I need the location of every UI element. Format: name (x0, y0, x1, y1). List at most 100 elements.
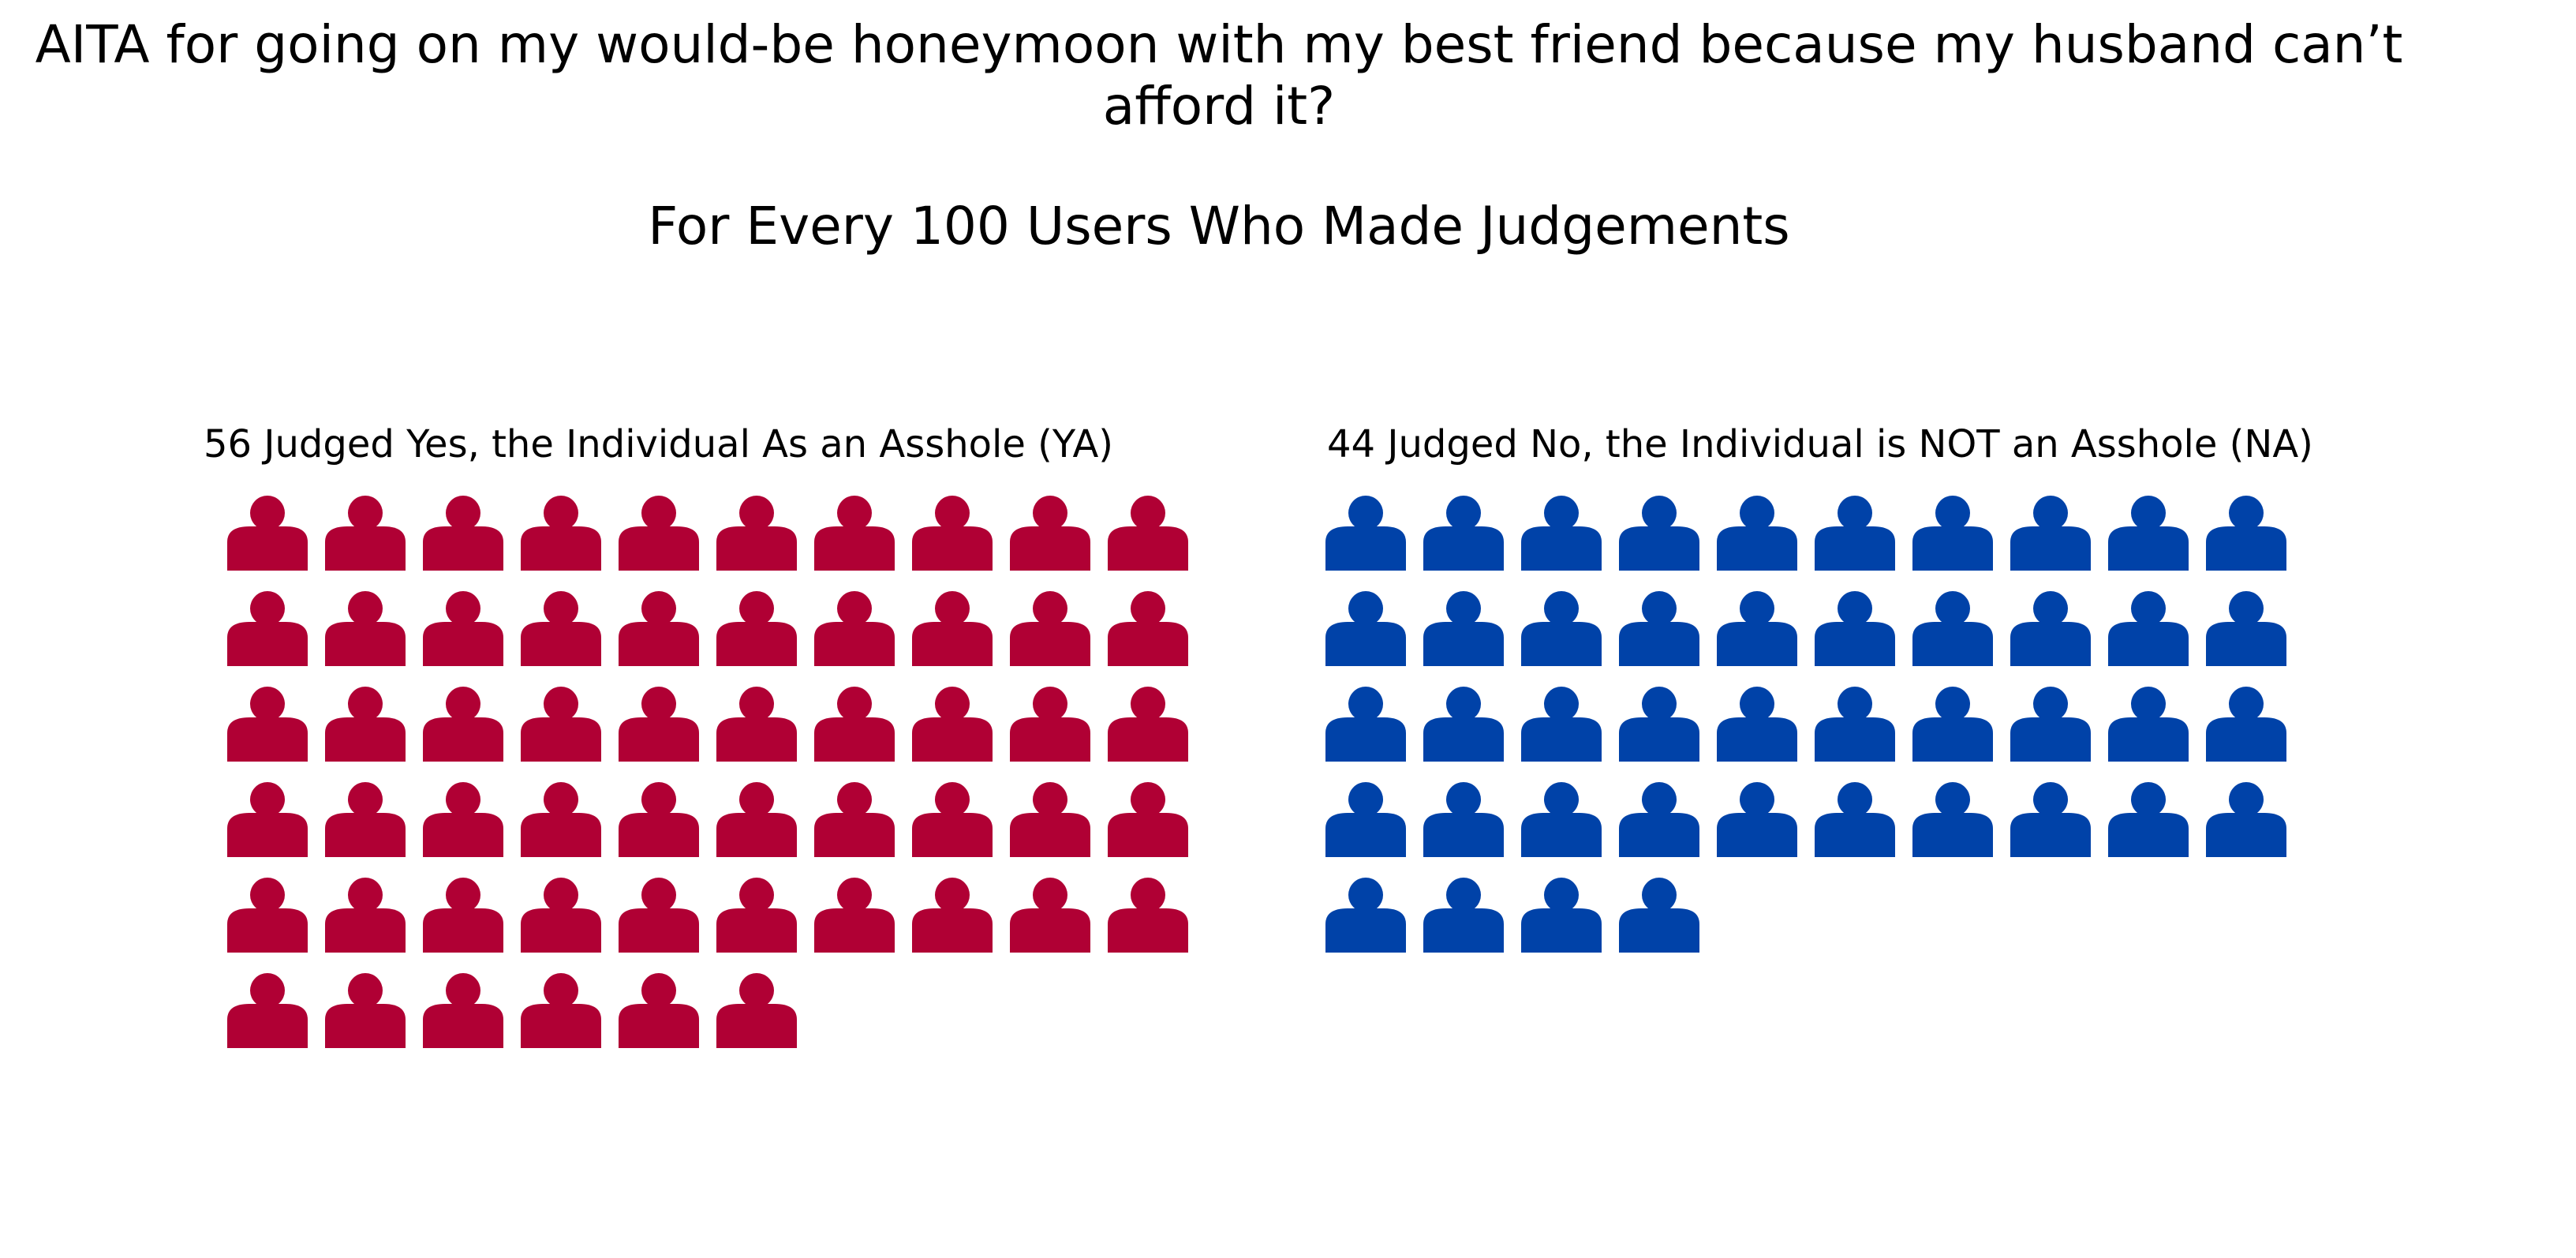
panel-label-na: 44 Judged No, the Individual is NOT an A… (1327, 422, 2313, 466)
person-icon-ya-25 (619, 687, 699, 762)
person-icon-ya-17 (814, 591, 895, 666)
person-icon-ya-52 (325, 973, 406, 1048)
person-icon-na-41 (1325, 878, 1406, 953)
person-icon-ya-47 (814, 878, 895, 953)
person-icon-ya-10 (1108, 496, 1188, 571)
person-icon-na-14 (1619, 591, 1699, 666)
person-icon-na-31 (1325, 782, 1406, 857)
person-icon-ya-53 (423, 973, 503, 1048)
person-icon-ya-37 (814, 782, 895, 857)
person-icon-na-24 (1619, 687, 1699, 762)
person-icon-ya-23 (423, 687, 503, 762)
person-icon-na-20 (2206, 591, 2286, 666)
person-icon-na-10 (2206, 496, 2286, 571)
person-icon-ya-5 (619, 496, 699, 571)
person-icon-ya-8 (912, 496, 993, 571)
person-icon-ya-13 (423, 591, 503, 666)
person-icon-na-2 (1423, 496, 1504, 571)
person-icon-na-29 (2108, 687, 2189, 762)
person-icon-ya-36 (716, 782, 797, 857)
person-icon-na-34 (1619, 782, 1699, 857)
person-icon-ya-9 (1010, 496, 1090, 571)
panel-label-ya: 56 Judged Yes, the Individual As an Assh… (204, 422, 1114, 466)
person-icon-na-3 (1521, 496, 1602, 571)
person-icon-na-22 (1423, 687, 1504, 762)
person-icon-na-27 (1912, 687, 1993, 762)
person-icon-ya-20 (1108, 591, 1188, 666)
person-icon-ya-6 (716, 496, 797, 571)
person-icon-na-7 (1912, 496, 1993, 571)
person-icon-ya-28 (912, 687, 993, 762)
person-icon-na-26 (1815, 687, 1895, 762)
person-icon-ya-2 (325, 496, 406, 571)
person-icon-ya-43 (423, 878, 503, 953)
person-icon-ya-40 (1108, 782, 1188, 857)
person-icon-ya-54 (521, 973, 601, 1048)
person-icon-na-13 (1521, 591, 1602, 666)
person-icon-ya-34 (521, 782, 601, 857)
person-icon-na-21 (1325, 687, 1406, 762)
person-icon-na-17 (1912, 591, 1993, 666)
person-icon-na-33 (1521, 782, 1602, 857)
person-icon-ya-39 (1010, 782, 1090, 857)
person-icon-ya-14 (521, 591, 601, 666)
person-icon-ya-38 (912, 782, 993, 857)
icon-group-ya (227, 496, 1188, 1048)
person-icon-na-18 (2010, 591, 2091, 666)
chart-title: AITA for going on my would-be honeymoon … (0, 14, 2438, 137)
person-icon-ya-18 (912, 591, 993, 666)
person-icon-ya-44 (521, 878, 601, 953)
person-icon-ya-29 (1010, 687, 1090, 762)
person-icon-na-23 (1521, 687, 1602, 762)
chart-title-line-1: AITA for going on my would-be honeymoon … (35, 14, 2403, 75)
chart-title-line-2: afford it? (1102, 76, 1336, 137)
person-icon-ya-16 (716, 591, 797, 666)
person-icon-na-30 (2206, 687, 2286, 762)
person-icon-na-39 (2108, 782, 2189, 857)
person-icon-ya-19 (1010, 591, 1090, 666)
person-icon-ya-56 (716, 973, 797, 1048)
person-icon-na-35 (1717, 782, 1797, 857)
person-icon-ya-48 (912, 878, 993, 953)
person-icon-ya-49 (1010, 878, 1090, 953)
person-icon-ya-46 (716, 878, 797, 953)
person-icon-ya-45 (619, 878, 699, 953)
person-icon-na-9 (2108, 496, 2189, 571)
person-icon-ya-41 (227, 878, 308, 953)
chart-subtitle: For Every 100 Users Who Made Judgements (648, 196, 1790, 256)
person-icon-na-4 (1619, 496, 1699, 571)
person-icon-na-11 (1325, 591, 1406, 666)
person-icon-na-12 (1423, 591, 1504, 666)
person-icon-ya-3 (423, 496, 503, 571)
icon-group-na (1325, 496, 2286, 953)
person-icon-na-32 (1423, 782, 1504, 857)
person-icon-na-16 (1815, 591, 1895, 666)
person-icon-ya-4 (521, 496, 601, 571)
person-icon-na-44 (1619, 878, 1699, 953)
person-icon-na-6 (1815, 496, 1895, 571)
person-icon-na-43 (1521, 878, 1602, 953)
person-icon-ya-24 (521, 687, 601, 762)
person-icon-ya-27 (814, 687, 895, 762)
person-icon-na-42 (1423, 878, 1504, 953)
person-icon-ya-31 (227, 782, 308, 857)
person-icon-ya-12 (325, 591, 406, 666)
person-icon-ya-50 (1108, 878, 1188, 953)
person-icon-ya-7 (814, 496, 895, 571)
person-icon-ya-51 (227, 973, 308, 1048)
person-icon-ya-42 (325, 878, 406, 953)
person-icon-ya-1 (227, 496, 308, 571)
person-icon-ya-55 (619, 973, 699, 1048)
person-icon-ya-30 (1108, 687, 1188, 762)
person-icon-na-40 (2206, 782, 2286, 857)
person-icon-na-15 (1717, 591, 1797, 666)
person-icon-na-19 (2108, 591, 2189, 666)
person-icon-na-1 (1325, 496, 1406, 571)
person-icon-na-25 (1717, 687, 1797, 762)
person-icon-na-28 (2010, 687, 2091, 762)
person-icon-ya-32 (325, 782, 406, 857)
person-icon-na-5 (1717, 496, 1797, 571)
person-icon-na-38 (2010, 782, 2091, 857)
person-icon-ya-11 (227, 591, 308, 666)
